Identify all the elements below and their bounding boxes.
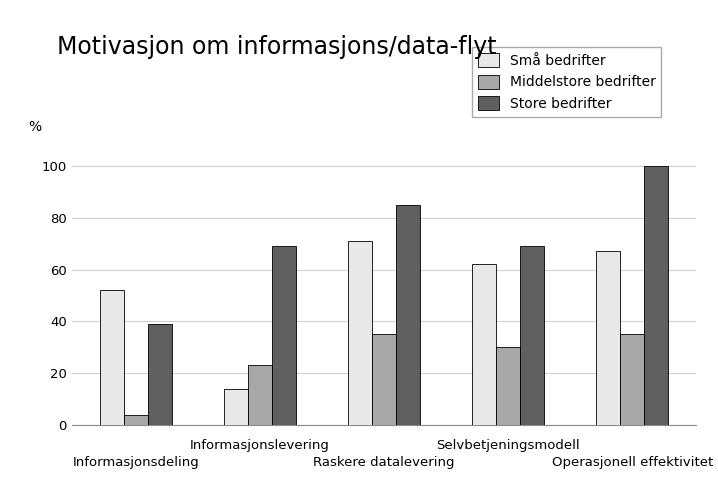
Bar <box>396 205 420 425</box>
Bar <box>224 388 248 425</box>
Bar <box>372 334 396 425</box>
Bar <box>597 252 620 425</box>
Bar <box>101 290 124 425</box>
Bar <box>620 334 644 425</box>
Bar <box>248 366 272 425</box>
Text: Raskere datalevering: Raskere datalevering <box>313 456 455 468</box>
Bar <box>472 264 496 425</box>
Bar <box>148 324 172 425</box>
Text: %: % <box>28 120 41 134</box>
Text: Informasjonsdeling: Informasjonsdeling <box>73 456 200 468</box>
Bar <box>520 246 544 425</box>
Bar <box>644 166 668 425</box>
Bar <box>124 414 148 425</box>
Bar <box>348 241 372 425</box>
Text: Selvbetjeningsmodell: Selvbetjeningsmodell <box>437 439 580 452</box>
Legend: Små bedrifter, Middelstore bedrifter, Store bedrifter: Små bedrifter, Middelstore bedrifter, St… <box>472 47 661 116</box>
Text: Motivasjon om informasjons/data-flyt: Motivasjon om informasjons/data-flyt <box>57 35 497 59</box>
Text: Operasjonell effektivitet: Operasjonell effektivitet <box>551 456 713 468</box>
Bar <box>272 246 296 425</box>
Text: Informasjonslevering: Informasjonslevering <box>190 439 330 452</box>
Bar <box>496 348 520 425</box>
